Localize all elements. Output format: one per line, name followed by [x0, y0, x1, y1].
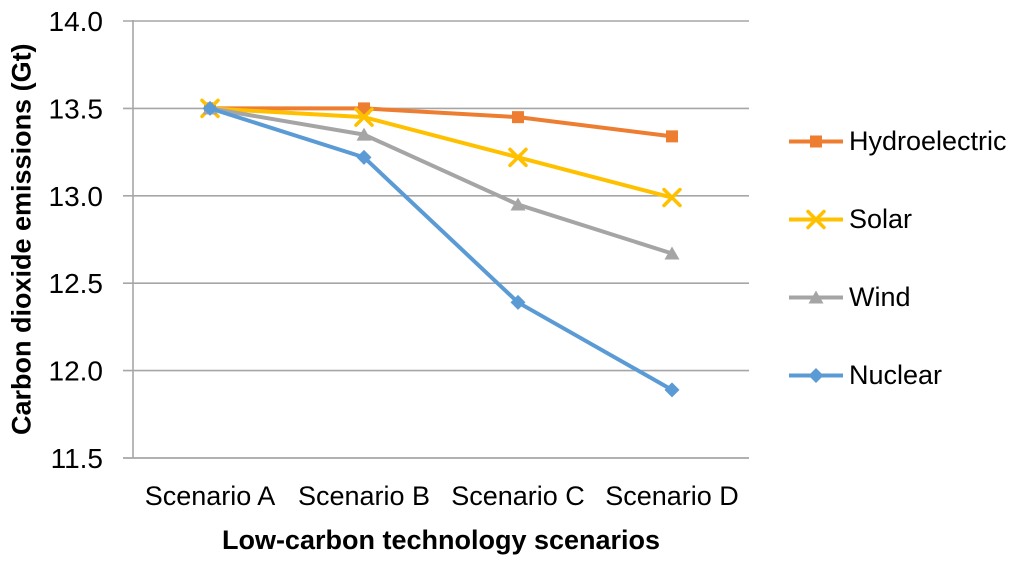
- y-tick-label: 13.5: [49, 93, 104, 124]
- diamond-marker-icon: [356, 149, 372, 165]
- x-marker-icon: [806, 209, 826, 230]
- y-axis-title: Carbon dioxide emissions (Gt): [6, 43, 37, 436]
- square-marker-icon: [810, 135, 822, 148]
- legend-item-wind: Wind: [788, 282, 1007, 313]
- triangle-marker-icon: [510, 197, 526, 211]
- series-line-wind: [208, 106, 674, 256]
- y-tick-label: 12.0: [49, 356, 104, 387]
- legend-item-hydroelectric: Hydroelectric: [788, 126, 1007, 157]
- x-category-label: Scenario D: [605, 481, 739, 511]
- legend-swatch: [789, 209, 843, 230]
- x-marker-icon: [662, 187, 682, 208]
- legend-swatch: [789, 368, 843, 383]
- legend-label: Wind: [849, 282, 911, 312]
- x-axis-title: Low-carbon technology scenarios: [221, 525, 661, 555]
- series-line-solar: [208, 106, 674, 200]
- y-tick-label: 14.0: [49, 6, 104, 37]
- diamond-marker-icon: [808, 368, 824, 383]
- y-tick-label: 13.0: [49, 181, 104, 212]
- series-line-nuclear: [208, 106, 674, 392]
- y-tick-label: 11.5: [51, 443, 103, 474]
- diamond-marker-icon: [202, 100, 218, 116]
- x-category-label: Scenario C: [451, 481, 585, 511]
- triangle-marker-icon: [808, 290, 824, 304]
- legend-swatch: [789, 135, 843, 148]
- x-category-label: Scenario B: [298, 481, 430, 511]
- legend-item-nuclear: Nuclear: [788, 360, 1007, 391]
- legend-swatch: [789, 290, 843, 304]
- legend-label: Nuclear: [849, 360, 943, 390]
- square-marker-icon: [512, 111, 524, 124]
- diamond-marker-icon: [510, 294, 526, 310]
- x-marker-icon: [354, 107, 374, 127]
- diamond-marker-icon: [664, 382, 680, 398]
- x-category-label: Scenario A: [145, 481, 276, 511]
- x-marker-icon: [508, 147, 528, 168]
- triangle-marker-icon: [664, 246, 680, 260]
- legend-label: Hydroelectric: [849, 126, 1007, 156]
- y-tick-label: 12.5: [49, 268, 104, 299]
- triangle-marker-icon: [356, 127, 372, 141]
- series-line-hydroelectric: [208, 106, 674, 139]
- square-marker-icon: [358, 102, 370, 115]
- legend-label: Solar: [849, 204, 913, 234]
- legend-item-solar: Solar: [788, 204, 1007, 235]
- legend: Hydroelectric Solar Wind Nuclear: [788, 126, 1007, 391]
- square-marker-icon: [666, 130, 678, 143]
